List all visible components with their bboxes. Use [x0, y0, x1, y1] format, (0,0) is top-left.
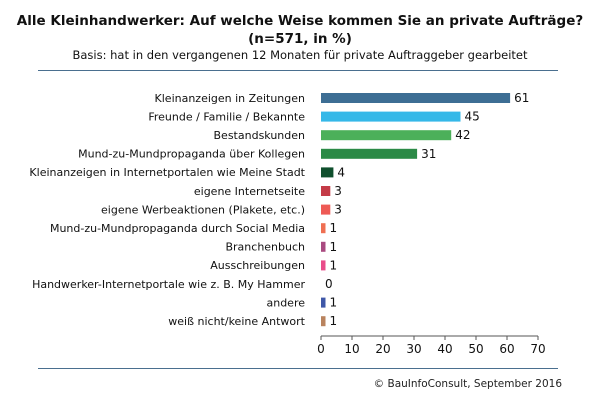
source-note: © BauInfoConsult, September 2016 — [373, 378, 562, 390]
bar-value-label: 0 — [325, 277, 333, 291]
bar — [321, 316, 326, 327]
category-label: Ausschreibungen — [210, 259, 305, 272]
chart-subtitle: Basis: hat in den vergangenen 12 Monaten… — [72, 48, 528, 62]
bar — [321, 204, 331, 215]
x-axis-tick-label: 40 — [437, 342, 452, 356]
bar-value-label: 3 — [334, 184, 342, 198]
bar — [321, 93, 511, 103]
bottom-divider — [38, 368, 558, 369]
chart-title-line-1: Alle Kleinhandwerker: Auf welche Weise k… — [16, 13, 584, 29]
category-label: Freunde / Familie / Bekannte — [148, 110, 305, 123]
category-label: Branchenbuch — [225, 241, 305, 254]
x-axis-tick-label: 30 — [406, 342, 421, 356]
bars-group — [321, 93, 511, 327]
x-axis-tick-label: 20 — [375, 342, 390, 356]
chart-title-line-2: (n=571, in %) — [248, 31, 352, 47]
bar — [321, 130, 452, 141]
bar — [321, 297, 326, 308]
bar-value-label: 1 — [330, 258, 338, 272]
bar — [321, 223, 326, 234]
category-label: weiß nicht/keine Antwort — [168, 315, 305, 328]
bar-value-label: 3 — [334, 203, 342, 217]
category-label: Bestandskunden — [214, 129, 306, 142]
bar — [321, 241, 326, 252]
bar-value-label: 45 — [465, 110, 480, 124]
category-labels-group: Kleinanzeigen in Zeitungen Freunde / Fami… — [29, 92, 305, 328]
bar-value-label: 1 — [330, 314, 338, 328]
x-axis-group: 0 10 20 30 40 50 60 70 — [317, 335, 546, 356]
category-label: eigene Werbeaktionen (Plakete, etc.) — [101, 203, 305, 216]
x-axis-tick-label: 70 — [530, 342, 545, 356]
bar — [321, 167, 334, 178]
bar-value-label: 1 — [330, 296, 338, 310]
bar — [321, 148, 418, 159]
bar-value-label: 42 — [455, 128, 470, 142]
bar-value-label: 1 — [330, 240, 338, 254]
bar-value-label: 4 — [337, 165, 345, 179]
x-axis-tick-label: 0 — [317, 342, 325, 356]
chart-title: Alle Kleinhandwerker: Auf welche Weise k… — [0, 12, 600, 48]
category-label: Mund-zu-Mundpropaganda durch Social Medi… — [50, 222, 305, 235]
bar-value-label: 61 — [514, 91, 529, 105]
bar — [321, 111, 461, 122]
bar — [321, 260, 326, 271]
bar-value-label: 31 — [421, 147, 436, 161]
x-axis-tick-label: 10 — [344, 342, 359, 356]
bar-value-label: 1 — [330, 221, 338, 235]
category-label: Kleinanzeigen in Internetportalen wie Me… — [29, 166, 305, 179]
x-axis-tick-label: 60 — [499, 342, 514, 356]
x-axis-tick-label: 50 — [468, 342, 483, 356]
category-label: Kleinanzeigen in Zeitungen — [155, 92, 305, 105]
top-divider — [38, 70, 558, 71]
category-label: eigene Internetseite — [194, 185, 305, 198]
category-label: Mund-zu-Mundpropaganda über Kollegen — [78, 148, 305, 161]
category-label: andere — [266, 296, 305, 309]
category-label: Handwerker-Internetportale wie z. B. My … — [32, 278, 305, 291]
bar — [321, 186, 331, 196]
